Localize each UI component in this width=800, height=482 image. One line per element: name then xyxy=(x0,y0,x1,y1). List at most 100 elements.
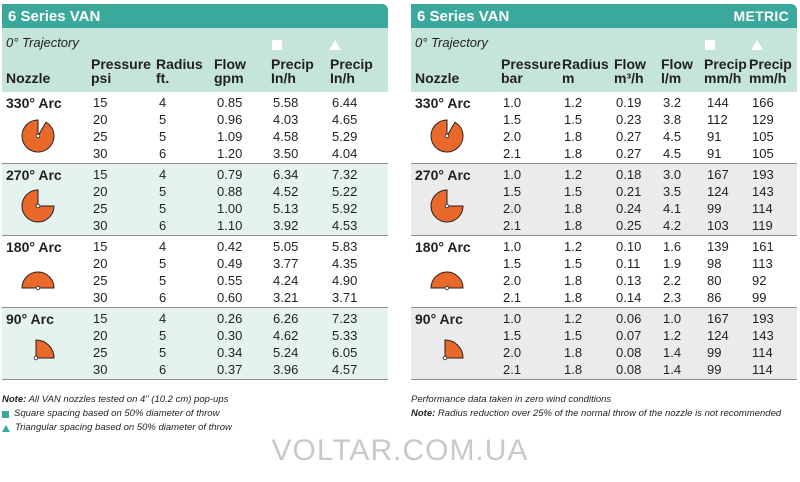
table-cell: 0.49 xyxy=(217,256,243,271)
table-cell: 114 xyxy=(752,345,773,360)
arc-270-icon xyxy=(20,188,56,229)
table-cell: 1.5 xyxy=(564,256,583,271)
arc-330-icon xyxy=(429,118,465,159)
table-cell: 3.96 xyxy=(273,362,299,377)
table-cell: 1.2 xyxy=(564,239,583,254)
table-title: 6 Series VAN xyxy=(417,7,510,25)
table-cell: 0.37 xyxy=(217,362,243,377)
table-cell: 4 xyxy=(159,167,167,182)
square-spacing-icon xyxy=(272,40,282,50)
arc-label: 330° Arc xyxy=(6,95,62,111)
nozzle-group: 180° Arc 15 4 0.42 5.05 5.83 20 5 0.49 3.77 4.35 25… xyxy=(2,236,388,308)
table-cell: 1.0 xyxy=(503,311,522,326)
table-cell: 92 xyxy=(752,273,767,288)
col-flow-m3h-unit: m³/h xyxy=(614,70,644,86)
table-cell: 86 xyxy=(707,290,722,305)
table-cell: 1.5 xyxy=(503,112,522,127)
table-cell: 4 xyxy=(159,311,167,326)
table-row: 2.1 1.8 0.27 4.5 91 105 xyxy=(411,146,797,161)
table-cell: 105 xyxy=(752,129,774,144)
col-pressure: Pressure xyxy=(91,56,151,72)
table-cell: 15 xyxy=(93,95,108,110)
arc-label: 180° Arc xyxy=(415,239,471,255)
arc-270-icon xyxy=(429,188,465,229)
table-cell: 1.0 xyxy=(503,167,522,182)
table-cell: 4.24 xyxy=(273,273,299,288)
table-cell: 25 xyxy=(93,129,108,144)
table-row: 30 6 0.60 3.21 3.71 xyxy=(2,290,388,305)
table-title-bar: 6 Series VAN xyxy=(2,4,388,28)
table-body: 330° Arc 1.0 1.2 0.19 3.2 144 166 1.5 1.5 0.23 3.8… xyxy=(411,92,797,380)
table-row: 15 4 0.26 6.26 7.23 xyxy=(2,311,388,326)
table-cell: 4.62 xyxy=(273,328,299,343)
col-nozzle: Nozzle xyxy=(6,70,51,86)
arc-label: 90° Arc xyxy=(6,311,54,327)
arc-label: 270° Arc xyxy=(415,167,471,183)
table-cell: 5 xyxy=(159,112,167,127)
table-cell: 0.85 xyxy=(217,95,243,110)
table-cell: 3.77 xyxy=(273,256,299,271)
arc-180-icon xyxy=(427,268,467,297)
table-cell: 2.1 xyxy=(503,218,522,233)
table-cell: 4.03 xyxy=(273,112,299,127)
table-row: 1.0 1.2 0.10 1.6 139 161 xyxy=(411,239,797,254)
table-cell: 5.24 xyxy=(273,345,299,360)
arc-330-icon xyxy=(20,118,56,159)
table-cell: 124 xyxy=(707,328,729,343)
table-row: 2.0 1.8 0.13 2.2 80 92 xyxy=(411,273,797,288)
table-cell: 6.34 xyxy=(273,167,299,182)
arc-label: 180° Arc xyxy=(6,239,62,255)
trajectory-label: 0° Trajectory xyxy=(6,35,79,50)
table-cell: 0.26 xyxy=(217,311,243,326)
triangle-spacing-icon xyxy=(2,424,10,432)
table-title-bar: 6 Series VAN METRIC xyxy=(411,4,797,28)
table-cell: 5.13 xyxy=(273,201,299,216)
table-row: 25 5 1.09 4.58 5.29 xyxy=(2,129,388,144)
table-cell: 2.0 xyxy=(503,273,522,288)
table-cell: 99 xyxy=(707,345,722,360)
table-cell: 0.18 xyxy=(616,167,642,182)
table-row: 2.0 1.8 0.24 4.1 99 114 xyxy=(411,201,797,216)
table-cell: 0.55 xyxy=(217,273,243,288)
table-cell: 3.5 xyxy=(663,184,682,199)
table-cell: 99 xyxy=(752,290,767,305)
table-row: 1.5 1.5 0.23 3.8 112 129 xyxy=(411,112,797,127)
col-flow-m3h: Flow xyxy=(614,56,646,72)
table-cell: 30 xyxy=(93,218,108,233)
table-cell: 193 xyxy=(752,167,774,182)
note-square: Square spacing based on 50% diameter of … xyxy=(14,408,220,419)
table-cell: 6.44 xyxy=(332,95,358,110)
table-cell: 1.2 xyxy=(663,328,682,343)
triangle-spacing-icon xyxy=(329,40,341,50)
col-flow-lm: Flow xyxy=(661,56,693,72)
col-pressure-unit: bar xyxy=(501,70,523,86)
table-row: 2.1 1.8 0.25 4.2 103 119 xyxy=(411,218,797,233)
table-cell: 0.10 xyxy=(616,239,642,254)
table-row: 2.0 1.8 0.08 1.4 99 114 xyxy=(411,345,797,360)
table-header: 0° Trajectory Nozzle Pressure psi Radius… xyxy=(2,28,388,92)
col-pressure-unit: psi xyxy=(91,70,112,86)
nozzle-group: 90° Arc 15 4 0.26 6.26 7.23 20 5 0.30 4.62 5.33 25 5… xyxy=(2,308,388,380)
col-precip-triangle: Precip xyxy=(749,56,792,72)
table-row: 30 6 1.10 3.92 4.53 xyxy=(2,218,388,233)
table-cell: 6 xyxy=(159,146,167,161)
table-cell: 20 xyxy=(93,328,108,343)
watermark: VOLTAR.COM.UA xyxy=(271,434,529,467)
table-row: 1.5 1.5 0.11 1.9 98 113 xyxy=(411,256,797,271)
table-cell: 4.5 xyxy=(663,129,682,144)
table-cell: 0.96 xyxy=(217,112,243,127)
table-cell: 1.00 xyxy=(217,201,243,216)
table-cell: 0.06 xyxy=(616,311,642,326)
table-row: 1.0 1.2 0.19 3.2 144 166 xyxy=(411,95,797,110)
table-cell: 99 xyxy=(707,362,722,377)
table-cell: 4.35 xyxy=(332,256,358,271)
nozzle-group: 330° Arc 1.0 1.2 0.19 3.2 144 166 1.5 1.5 0.23 3.8… xyxy=(411,92,797,164)
table-cell: 2.0 xyxy=(503,201,522,216)
table-header: 0° Trajectory Nozzle Pressure bar Radius… xyxy=(411,28,797,92)
nozzle-group: 180° Arc 1.0 1.2 0.10 1.6 139 161 1.5 1.5 0.11 1.9… xyxy=(411,236,797,308)
table-cell: 98 xyxy=(707,256,722,271)
table-cell: 0.14 xyxy=(616,290,642,305)
table-cell: 0.79 xyxy=(217,167,243,182)
table-cell: 119 xyxy=(752,218,773,233)
col-radius: Radius xyxy=(562,56,609,72)
